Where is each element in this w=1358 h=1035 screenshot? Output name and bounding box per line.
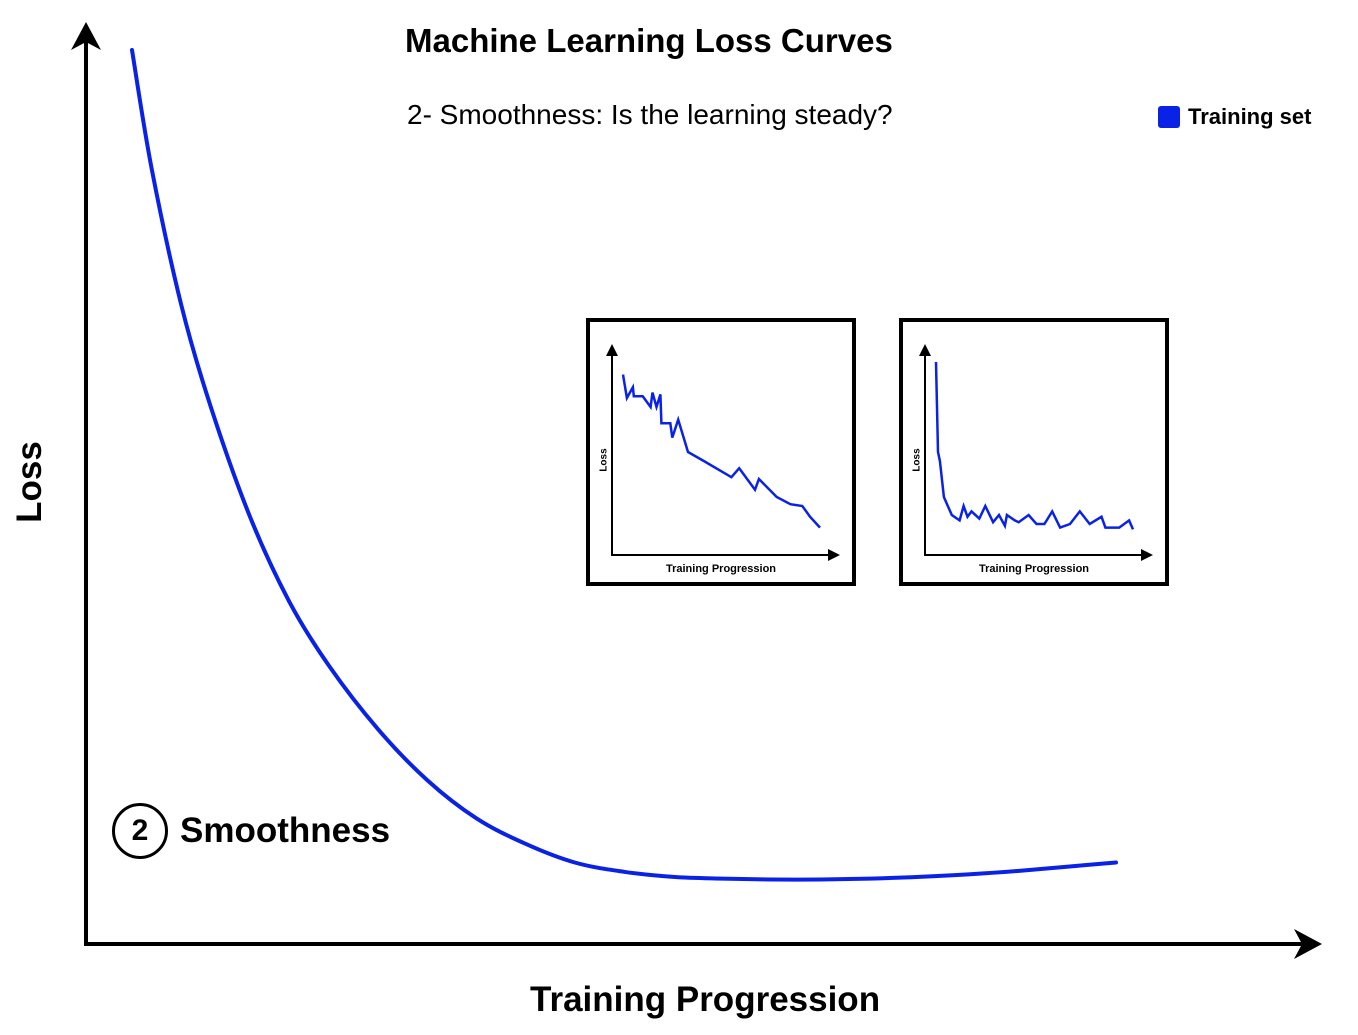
annotation-text: Smoothness	[180, 811, 391, 850]
inset-1-svg	[919, 344, 1153, 561]
inset-1-y-label: Loss	[911, 448, 923, 472]
inset-0-series-line	[621, 374, 821, 529]
inset-chart-noisy: Loss Training Progression	[586, 318, 856, 586]
inset-1-x-axis-arrowhead	[1141, 549, 1153, 561]
chart-title: Machine Learning Loss Curves	[405, 22, 893, 59]
inset-0-y-axis-arrowhead	[606, 344, 618, 356]
annotation: 2 Smoothness	[112, 803, 390, 859]
series-line-training-set	[130, 48, 1118, 882]
legend-label-training-set: Training set	[1188, 104, 1312, 129]
inset-1-x-label: Training Progression	[978, 563, 1090, 575]
x-axis-arrowhead	[1294, 929, 1322, 959]
inset-0-x-axis-arrowhead	[828, 549, 840, 561]
inset-0-x-label: Training Progression	[665, 563, 777, 575]
legend-swatch	[1158, 106, 1180, 128]
inset-chart-plateau: Loss Training Progression	[899, 318, 1169, 586]
inset-0-svg	[606, 344, 840, 561]
chart-subtitle: 2- Smoothness: Is the learning steady?	[407, 99, 893, 130]
legend: Training set	[1158, 104, 1311, 130]
inset-1-y-axis-arrowhead	[919, 344, 931, 356]
y-axis-arrowhead	[71, 22, 101, 50]
annotation-number-badge: 2	[112, 803, 168, 859]
y-axis-label: Loss	[10, 441, 49, 523]
inset-0-y-label: Loss	[598, 448, 610, 472]
x-axis-label: Training Progression	[530, 980, 881, 1019]
inset-1-series-line	[934, 361, 1135, 530]
